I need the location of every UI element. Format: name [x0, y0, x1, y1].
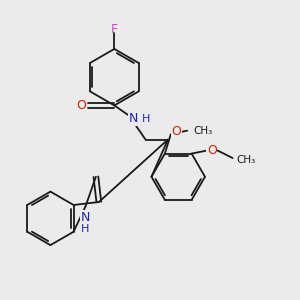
- Text: F: F: [111, 23, 118, 36]
- Text: H: H: [142, 114, 150, 124]
- Text: N: N: [81, 211, 90, 224]
- Text: CH₃: CH₃: [193, 126, 212, 136]
- Text: O: O: [207, 144, 217, 157]
- Text: N: N: [129, 112, 138, 125]
- Text: H: H: [81, 224, 90, 234]
- Text: CH₃: CH₃: [236, 154, 255, 164]
- Text: O: O: [76, 99, 86, 112]
- Text: O: O: [171, 125, 181, 138]
